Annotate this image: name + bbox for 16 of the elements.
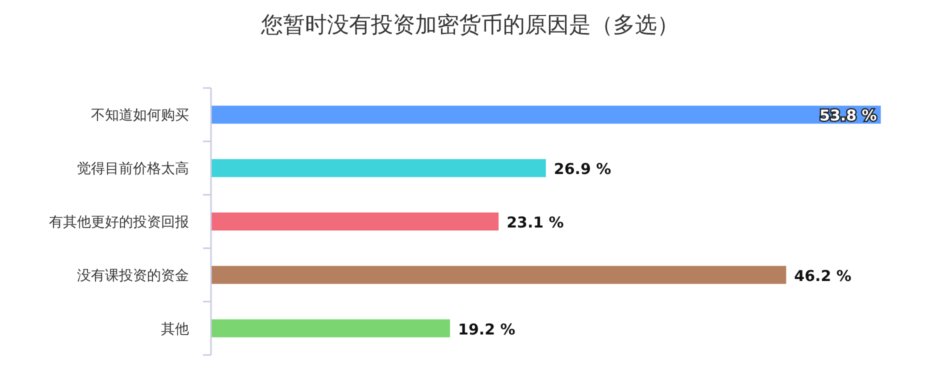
y-tick-label: 没有课投资的资金 bbox=[77, 268, 189, 284]
y-tick-label: 不知道如何购买 bbox=[91, 108, 189, 124]
y-tick-label: 觉得目前价格太高 bbox=[77, 161, 189, 178]
y-tick-label: 有其他更好的投资回报 bbox=[49, 214, 189, 230]
bar bbox=[211, 106, 881, 124]
data-label: 26.9 % bbox=[554, 160, 612, 178]
bar bbox=[211, 159, 546, 178]
chart-title: 您暂时没有投资加密货币的原因是（多选） bbox=[260, 13, 679, 38]
bar bbox=[211, 266, 786, 284]
data-label: 19.2 % bbox=[458, 320, 516, 338]
data-label: 46.2 % bbox=[794, 266, 852, 285]
bar bbox=[211, 212, 499, 230]
data-label: 23.1 % bbox=[506, 214, 564, 232]
bar bbox=[211, 319, 450, 338]
data-label: 53.8 % bbox=[820, 106, 877, 125]
y-tick-label: 其他 bbox=[161, 321, 189, 338]
